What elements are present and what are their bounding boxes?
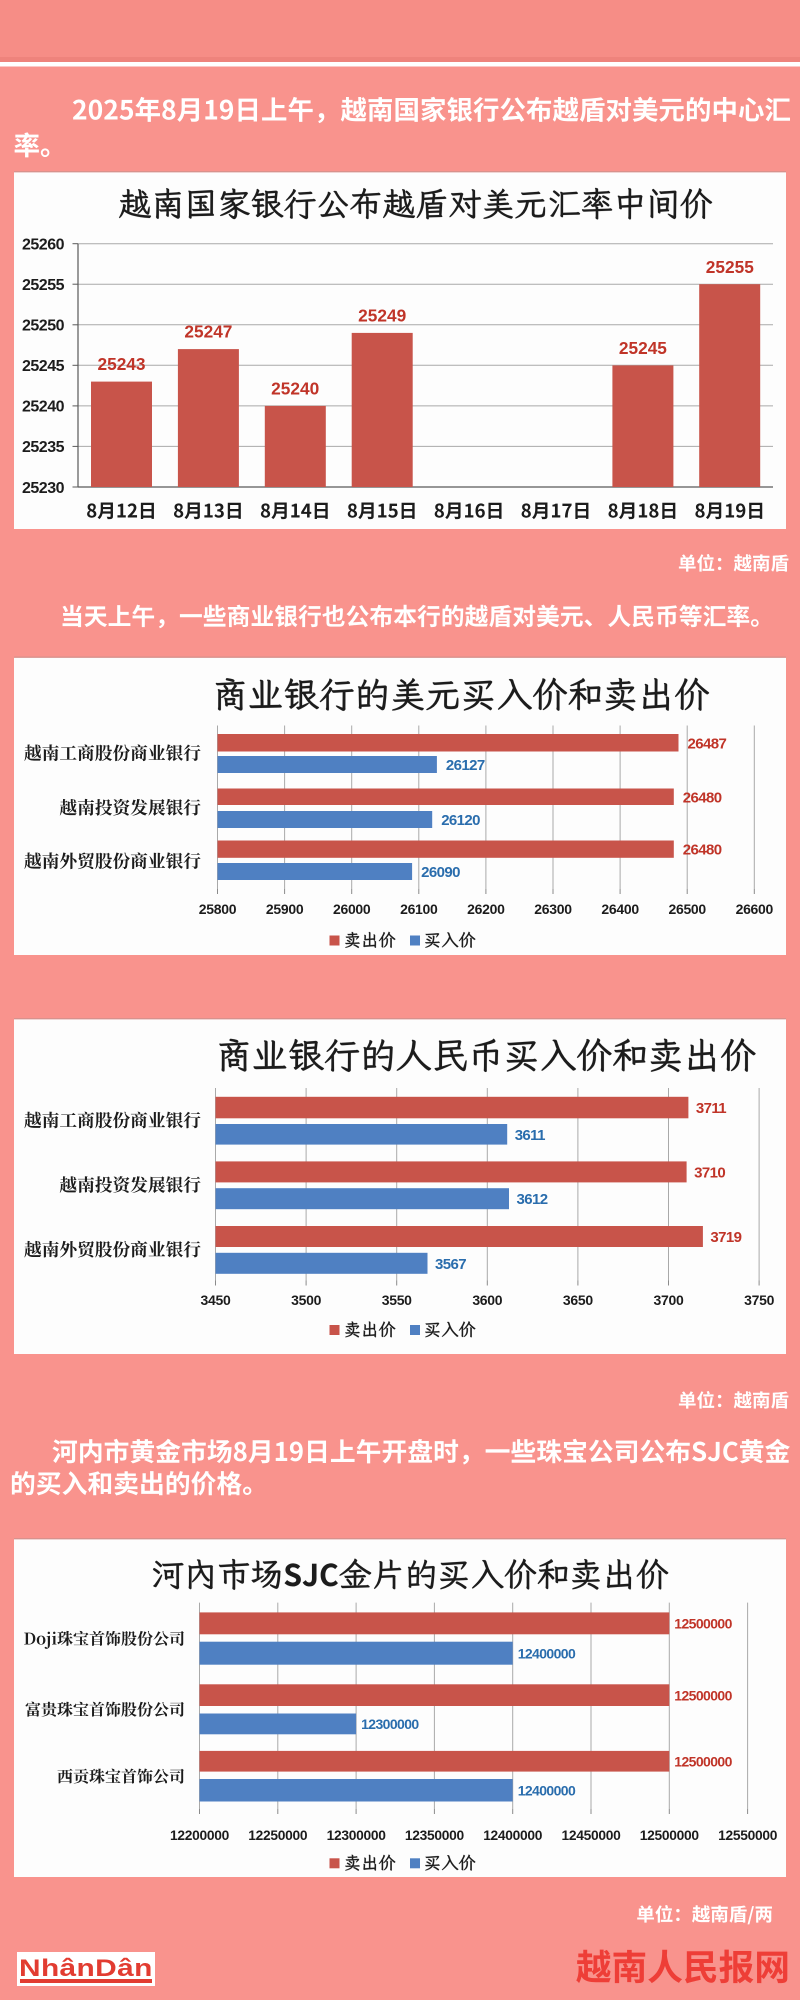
- svg-text:25260: 25260: [22, 237, 65, 254]
- svg-text:12500000: 12500000: [674, 1753, 732, 1769]
- svg-text:26500: 26500: [668, 901, 706, 917]
- svg-text:3750: 3750: [744, 1292, 774, 1308]
- svg-text:3600: 3600: [472, 1292, 502, 1308]
- svg-text:26480: 26480: [683, 842, 722, 859]
- svg-text:25900: 25900: [266, 901, 304, 917]
- svg-text:3650: 3650: [563, 1292, 593, 1308]
- svg-text:26000: 26000: [333, 901, 371, 917]
- svg-text:12500000: 12500000: [674, 1687, 732, 1703]
- svg-text:12400000: 12400000: [518, 1782, 576, 1798]
- svg-text:25255: 25255: [22, 277, 65, 294]
- svg-text:26300: 26300: [534, 901, 572, 917]
- svg-text:25800: 25800: [199, 901, 237, 917]
- svg-text:NhânDân: NhânDân: [19, 1954, 153, 1982]
- svg-text:3500: 3500: [291, 1292, 321, 1308]
- svg-text:3611: 3611: [515, 1127, 545, 1144]
- svg-text:26200: 26200: [467, 901, 505, 917]
- svg-text:12400000: 12400000: [518, 1645, 576, 1661]
- svg-text:12200000: 12200000: [170, 1828, 230, 1843]
- svg-text:26487: 26487: [688, 735, 727, 752]
- svg-text:25247: 25247: [184, 322, 232, 342]
- svg-text:3710: 3710: [694, 1165, 725, 1182]
- svg-text:26090: 26090: [421, 864, 460, 881]
- svg-text:12350000: 12350000: [405, 1828, 465, 1843]
- svg-text:26400: 26400: [601, 901, 639, 917]
- svg-text:25235: 25235: [22, 439, 65, 456]
- svg-text:26100: 26100: [400, 901, 438, 917]
- svg-text:25249: 25249: [358, 305, 406, 325]
- svg-text:25243: 25243: [97, 354, 145, 374]
- svg-text:3612: 3612: [517, 1191, 548, 1208]
- svg-text:12250000: 12250000: [248, 1828, 308, 1843]
- svg-text:26600: 26600: [736, 901, 774, 917]
- svg-text:26120: 26120: [441, 812, 480, 829]
- svg-text:3450: 3450: [201, 1292, 231, 1308]
- svg-text:3719: 3719: [710, 1229, 741, 1246]
- svg-text:25230: 25230: [22, 480, 65, 497]
- svg-text:26480: 26480: [683, 789, 722, 806]
- svg-text:3711: 3711: [696, 1100, 726, 1117]
- svg-text:12450000: 12450000: [562, 1828, 622, 1843]
- svg-text:25240: 25240: [22, 399, 65, 416]
- svg-text:3567: 3567: [435, 1256, 466, 1273]
- svg-text:25250: 25250: [22, 318, 65, 335]
- svg-text:3700: 3700: [654, 1292, 684, 1308]
- svg-text:25255: 25255: [706, 257, 754, 277]
- svg-text:3550: 3550: [382, 1292, 412, 1308]
- svg-text:12500000: 12500000: [674, 1616, 732, 1632]
- svg-text:12300000: 12300000: [361, 1716, 419, 1732]
- svg-text:12400000: 12400000: [483, 1828, 543, 1843]
- svg-text:25245: 25245: [22, 358, 65, 375]
- svg-text:12500000: 12500000: [640, 1828, 700, 1843]
- svg-text:26127: 26127: [446, 757, 485, 774]
- svg-text:12550000: 12550000: [718, 1828, 778, 1843]
- svg-text:12300000: 12300000: [327, 1828, 387, 1843]
- svg-text:25245: 25245: [619, 338, 667, 358]
- svg-text:25240: 25240: [271, 378, 319, 398]
